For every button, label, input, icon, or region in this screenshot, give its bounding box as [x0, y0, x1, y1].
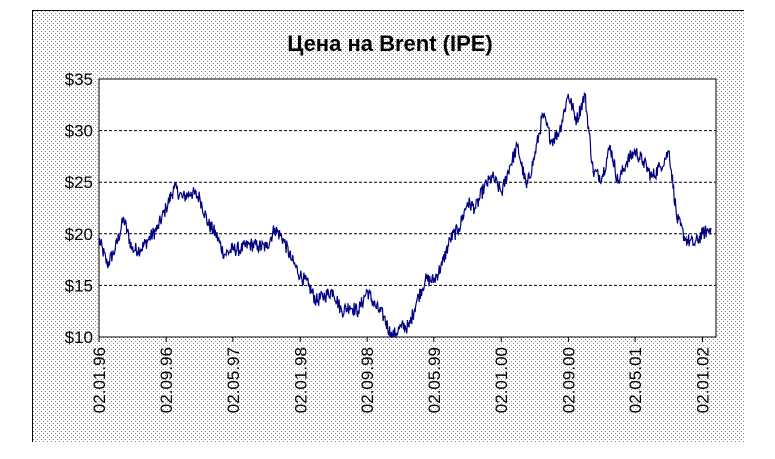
x-tick-label: 02.01.96: [90, 347, 109, 413]
data-point: [668, 150, 670, 153]
data-point: [315, 300, 318, 302]
y-tick-label: $15: [65, 276, 93, 295]
x-tick-label: 02.05.97: [224, 347, 243, 413]
data-point: [374, 305, 376, 307]
data-point: [98, 238, 100, 240]
x-tick-label: 02.01.98: [291, 347, 310, 413]
x-tick-label: 02.09.00: [559, 347, 578, 413]
data-point: [232, 248, 234, 251]
data-point: [323, 294, 326, 297]
data-point: [625, 160, 628, 163]
data-point: [516, 145, 519, 147]
data-point: [609, 145, 612, 147]
data-point: [332, 289, 334, 292]
data-point: [156, 227, 159, 230]
data-point: [684, 238, 687, 240]
data-point: [173, 186, 175, 189]
data-point: [533, 155, 536, 158]
data-point: [349, 305, 351, 307]
data-point: [458, 227, 460, 230]
x-tick-label: 02.09.98: [358, 347, 377, 413]
data-point: [391, 336, 393, 338]
data-point: [340, 310, 343, 313]
data-point: [282, 238, 284, 240]
y-tick-label: $20: [65, 225, 93, 244]
data-point: [634, 150, 636, 153]
data-point: [424, 279, 427, 282]
data-point: [299, 274, 302, 276]
data-point: [408, 325, 410, 328]
data-point: [651, 176, 653, 178]
data-point: [701, 233, 704, 235]
data-point: [122, 217, 125, 220]
data-point: [382, 315, 385, 318]
data-point: [693, 243, 696, 245]
data-point: [525, 186, 528, 189]
y-tick-label: $10: [65, 328, 93, 347]
data-point: [659, 165, 661, 168]
data-point: [466, 202, 469, 204]
data-point: [223, 253, 226, 256]
chart-frame: Цена на Brent (IPE) $10 $15 $20 $25 $30 $35 02…: [32, 10, 745, 443]
data-point: [248, 243, 251, 245]
data-point: [491, 176, 494, 178]
data-point: [257, 245, 259, 247]
data-point: [198, 196, 201, 199]
y-tick-label: $25: [65, 173, 93, 192]
x-tick-label: 02.05.99: [425, 347, 444, 413]
plot-area: [98, 78, 717, 338]
chart: Цена на Brent (IPE) $10 $15 $20 $25 $30 $35 02…: [33, 11, 745, 443]
data-point: [400, 325, 403, 328]
x-tick-label: 02.01.00: [492, 347, 511, 413]
data-point: [290, 258, 293, 261]
x-tick-label: 02.09.96: [157, 347, 176, 413]
data-point: [207, 222, 209, 225]
chart-title: Цена на Brent (IPE): [287, 31, 493, 56]
data-point: [165, 207, 167, 209]
data-point: [106, 263, 109, 266]
data-point: [265, 246, 268, 249]
data-point: [433, 279, 435, 282]
data-point: [617, 181, 619, 183]
data-point: [114, 248, 117, 251]
data-point: [550, 140, 553, 142]
data-point: [307, 284, 310, 287]
data-point: [240, 248, 242, 251]
data-point: [584, 93, 586, 96]
data-point: [181, 196, 184, 199]
data-point: [500, 191, 503, 194]
data-point: [366, 289, 368, 292]
data-point: [558, 129, 561, 132]
data-point: [148, 238, 150, 240]
x-tick-label: 02.01.02: [694, 347, 713, 413]
data-point: [357, 310, 360, 313]
data-point: [542, 114, 544, 116]
data-point: [474, 207, 477, 209]
data-point: [676, 217, 678, 220]
data-point: [273, 227, 276, 230]
y-tick-label: $30: [65, 122, 93, 141]
data-point: [449, 238, 452, 240]
data-point: [592, 171, 595, 173]
data-point: [508, 165, 511, 168]
x-tick-label: 02.05.01: [626, 347, 645, 413]
data-point: [567, 93, 569, 96]
y-tick-label: $35: [65, 70, 93, 89]
data-point: [441, 263, 443, 266]
data-point: [214, 233, 217, 235]
data-point: [601, 176, 603, 178]
data-point: [139, 248, 142, 251]
data-point: [575, 119, 578, 122]
data-point: [131, 248, 133, 251]
data-point: [415, 300, 418, 302]
data-point: [483, 186, 485, 189]
data-point: [642, 160, 645, 163]
price-line: [98, 91, 712, 339]
data-point: [709, 227, 712, 230]
data-point: [190, 191, 192, 194]
